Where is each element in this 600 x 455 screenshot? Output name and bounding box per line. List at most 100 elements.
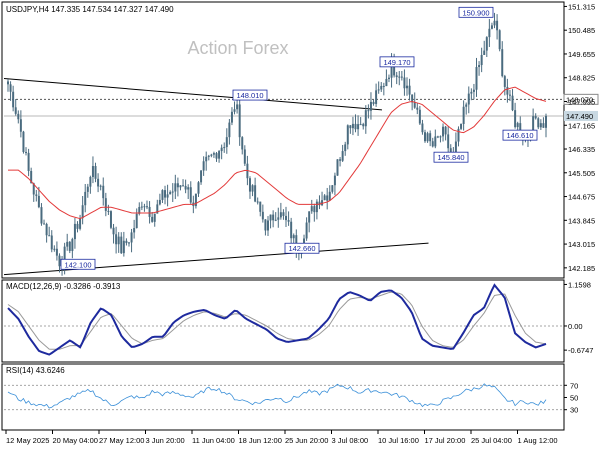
candle-body bbox=[117, 236, 120, 245]
candle-body bbox=[200, 170, 203, 183]
candle-body bbox=[22, 131, 25, 152]
candle-body bbox=[359, 124, 362, 126]
macd-tick-label: 1.1598 bbox=[568, 280, 591, 289]
candle-body bbox=[205, 156, 208, 162]
candle-body bbox=[236, 104, 239, 110]
candle-body bbox=[369, 101, 372, 111]
price-tick-label: 147.995 bbox=[568, 97, 595, 106]
candle-body bbox=[421, 123, 424, 133]
candle-body bbox=[97, 178, 100, 187]
candle-body bbox=[387, 77, 390, 79]
candle-body bbox=[485, 37, 488, 51]
candle-body bbox=[403, 77, 406, 89]
candle-body bbox=[351, 123, 354, 129]
candle-body bbox=[439, 136, 442, 138]
candle-body bbox=[109, 211, 112, 228]
candle-body bbox=[259, 201, 262, 212]
candle-body bbox=[120, 236, 123, 254]
candle-body bbox=[310, 206, 313, 212]
candle-body bbox=[207, 155, 210, 157]
candle-body bbox=[243, 149, 246, 164]
price-tick-label: 151.315 bbox=[568, 2, 595, 11]
annotation-label: 150.900 bbox=[462, 8, 489, 17]
candle-body bbox=[315, 201, 318, 213]
candle-body bbox=[303, 238, 306, 246]
candle-body bbox=[444, 126, 447, 135]
candle-body bbox=[233, 109, 236, 112]
annotation-box bbox=[60, 258, 96, 270]
candle-body bbox=[346, 125, 349, 145]
candle-body bbox=[81, 205, 84, 219]
candle-body bbox=[292, 235, 295, 239]
candle-body bbox=[266, 220, 269, 231]
candle-body bbox=[194, 193, 197, 207]
candle-body bbox=[305, 222, 308, 239]
candle-body bbox=[501, 49, 504, 77]
candle-body bbox=[84, 191, 87, 206]
candle-body bbox=[426, 133, 429, 142]
candle-body bbox=[102, 185, 105, 199]
candle-body bbox=[478, 65, 481, 68]
candle-body bbox=[12, 91, 15, 108]
x-tick-label: 3 Jun 20:00 bbox=[146, 436, 185, 445]
macd-line bbox=[7, 283, 547, 356]
x-tick-label: 10 Jul 16:00 bbox=[378, 436, 419, 445]
candle-body bbox=[55, 248, 58, 256]
candle-body bbox=[17, 113, 20, 120]
rsi-tick-label: 50 bbox=[570, 394, 578, 403]
candle-body bbox=[362, 124, 365, 127]
candle-body bbox=[279, 212, 282, 218]
candle-body bbox=[104, 198, 107, 211]
candle-body bbox=[153, 213, 156, 222]
candle-body bbox=[130, 232, 133, 243]
candle-body bbox=[228, 122, 231, 138]
candle-body bbox=[174, 183, 177, 192]
candle-body bbox=[385, 78, 388, 87]
candle-body bbox=[323, 195, 326, 201]
annotation-box bbox=[379, 56, 415, 68]
candle-body bbox=[542, 123, 545, 128]
candle-body bbox=[94, 166, 97, 179]
candle-body bbox=[506, 86, 509, 95]
x-tick-label: 11 Jun 04:00 bbox=[192, 436, 235, 445]
price-marker-label: 147.490 bbox=[566, 112, 593, 121]
candle-body bbox=[25, 151, 28, 153]
candle-body bbox=[179, 185, 182, 188]
candle-body bbox=[313, 206, 316, 213]
candle-body bbox=[197, 182, 200, 194]
annotation-label: 145.840 bbox=[437, 153, 464, 162]
rsi-line bbox=[7, 383, 547, 409]
candle-body bbox=[112, 227, 115, 235]
candle-body bbox=[135, 213, 138, 229]
candle-body bbox=[380, 85, 383, 90]
x-tick-label: 18 Jun 12:00 bbox=[239, 436, 282, 445]
annotation-label: 146.610 bbox=[506, 131, 533, 140]
candle-body bbox=[493, 20, 496, 26]
candle-body bbox=[182, 185, 185, 187]
candle-body bbox=[519, 123, 522, 136]
candle-body bbox=[40, 207, 43, 224]
candle-body bbox=[89, 177, 92, 187]
candle-body bbox=[357, 124, 360, 130]
annotations: 150.900 149.170 148.070 148.010 147.490 146.6… bbox=[60, 6, 599, 270]
candle-body bbox=[169, 192, 172, 195]
candle-body bbox=[375, 90, 378, 104]
price-axis: 151.315 150.485 149.655 148.825 147.995 147.1… bbox=[564, 2, 595, 273]
candle-body bbox=[269, 214, 272, 221]
trendline bbox=[3, 77, 383, 111]
rsi-header: RSI(14) 43.6246 bbox=[6, 366, 65, 375]
price-marker-label: 148.070 bbox=[566, 95, 593, 104]
candle-body bbox=[19, 119, 22, 132]
candle-body bbox=[277, 217, 280, 220]
annotation-box bbox=[458, 6, 494, 18]
candle-body bbox=[393, 61, 396, 76]
candle-body bbox=[238, 104, 241, 138]
candle-body bbox=[367, 110, 370, 112]
annotation-box bbox=[284, 242, 320, 254]
price-grid bbox=[4, 98, 563, 117]
candle-body bbox=[99, 185, 102, 187]
candle-body bbox=[364, 110, 367, 127]
price-tick-label: 147.165 bbox=[568, 121, 595, 130]
price-tick-label: 150.485 bbox=[568, 26, 595, 35]
annotation-box bbox=[502, 129, 538, 141]
